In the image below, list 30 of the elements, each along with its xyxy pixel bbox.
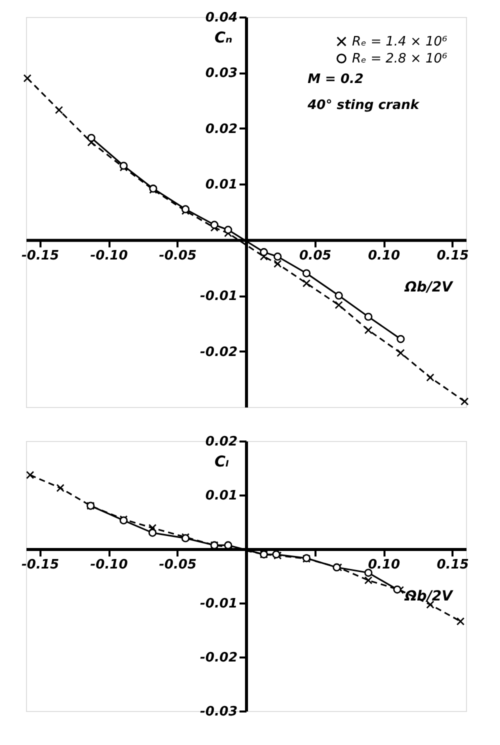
legend-label: Rₑ = 2.8 × 10⁶: [352, 52, 448, 66]
y-tick-label: 0.01: [205, 178, 238, 193]
y-tick-label: 0.03: [205, 66, 238, 82]
x-axis-title: Ωb/2V: [404, 279, 454, 296]
y-tick-label: 0.02: [205, 122, 238, 137]
y-tick-label: -0.03: [200, 704, 238, 720]
x-tick-label: 0.10: [368, 248, 400, 264]
y-tick-label: -0.01: [200, 289, 238, 304]
y-tick-label: 0.04: [205, 10, 238, 26]
y-tick-label: -0.01: [200, 596, 238, 612]
x-tick-label: -0.10: [90, 248, 128, 264]
annotation: M = 0.2: [308, 72, 364, 87]
x-tick-label: -0.15: [22, 248, 59, 264]
x-tick-label: -0.05: [159, 248, 196, 264]
y-tick-label: 0.01: [205, 488, 238, 504]
x-axis-title: Ωb/2V: [404, 588, 454, 604]
legend-label: Rₑ = 1.4 × 10⁶: [352, 34, 448, 50]
x-tick-label: -0.15: [22, 558, 59, 572]
x-tick-label: -0.05: [159, 558, 196, 572]
y-tick-label: 0.02: [205, 434, 238, 450]
x-tick-label: 0.15: [436, 248, 469, 264]
annotation: 40° sting crank: [306, 98, 420, 113]
y-tick-label: -0.02: [200, 650, 238, 666]
x-tick-label: 0.10: [368, 558, 400, 572]
x-tick-label: -0.10: [90, 558, 128, 572]
x-tick-label: 0.05: [299, 248, 332, 264]
y-tick-label: -0.02: [200, 344, 238, 360]
y-axis-title: Cₙ: [214, 28, 233, 46]
y-axis-title: Cₗ: [214, 452, 230, 470]
x-tick-label: 0.15: [436, 558, 469, 572]
